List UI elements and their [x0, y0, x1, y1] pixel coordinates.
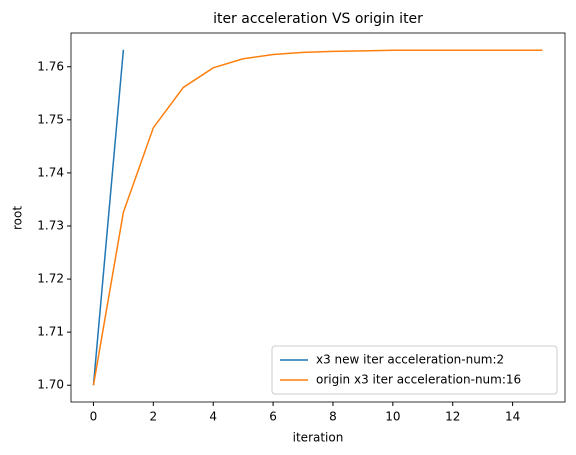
x-tick-label: 10: [385, 410, 400, 424]
legend-label: origin x3 iter acceleration-num:16: [316, 373, 521, 387]
y-tick-label: 1.75: [37, 112, 64, 126]
x-tick-label: 0: [90, 410, 98, 424]
y-tick-label: 1.72: [37, 272, 64, 286]
y-tick-label: 1.76: [37, 59, 64, 73]
series-line: [92, 49, 543, 386]
y-tick-label: 1.70: [37, 378, 64, 392]
legend-box: [271, 345, 558, 395]
series-line: [92, 49, 125, 386]
x-axis-label: iteration: [293, 431, 344, 445]
x-tick-label: 12: [445, 410, 460, 424]
legend-label: x3 new iter acceleration-num:2: [316, 353, 504, 367]
y-tick-label: 1.71: [37, 325, 64, 339]
x-tick-label: 2: [150, 410, 158, 424]
y-axis-label: root: [11, 206, 25, 230]
chart-title: iter acceleration VS origin iter: [213, 11, 423, 27]
x-tick-label: 14: [505, 410, 520, 424]
plot-frame: [70, 32, 566, 403]
x-tick-label: 6: [269, 410, 277, 424]
y-tick-label: 1.74: [37, 165, 64, 179]
y-tick-label: 1.73: [37, 218, 64, 232]
x-tick-label: 8: [329, 410, 337, 424]
x-tick-label: 4: [209, 410, 217, 424]
